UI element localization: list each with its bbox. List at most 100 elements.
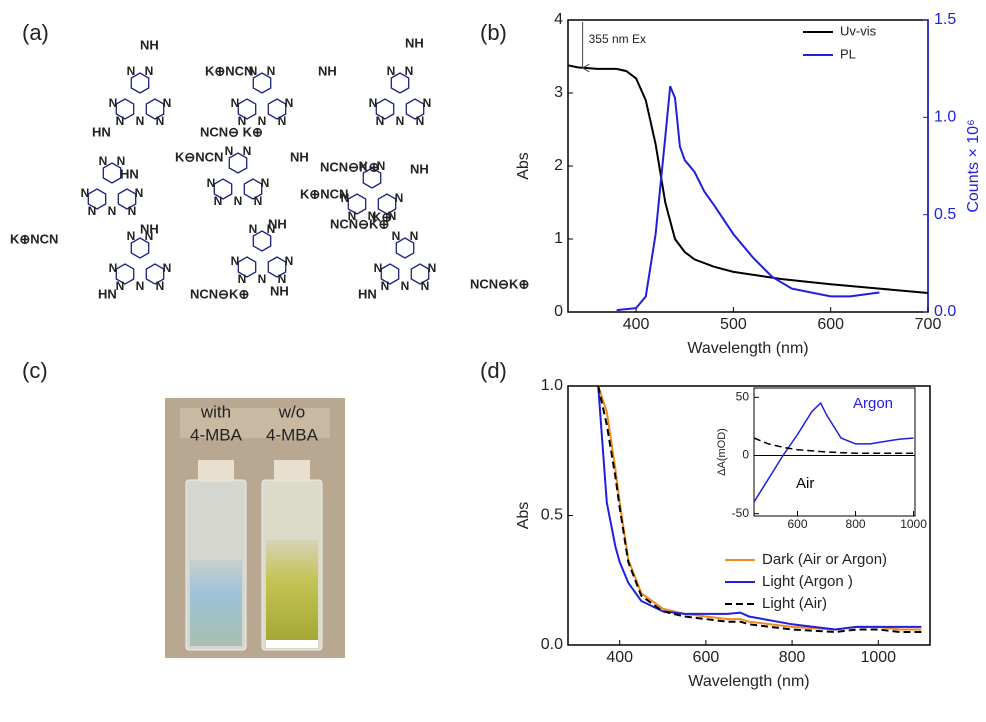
ring-atom: N (369, 96, 378, 110)
ring-atom: N (234, 194, 243, 208)
ring-atom: N (395, 191, 404, 205)
x-tick-label: 1000 (900, 517, 927, 531)
legend-label: Uv-vis (840, 23, 877, 38)
ring-atom: N (156, 279, 165, 293)
group-label: NH (140, 37, 159, 52)
ring (213, 178, 233, 200)
group-label: K⊕ (372, 209, 392, 224)
ring (243, 178, 263, 200)
ring (102, 162, 122, 184)
y-tick-label: 0 (554, 303, 563, 320)
y-tick-label: 1 (554, 230, 563, 247)
group-label: HN (358, 286, 377, 301)
ring (237, 98, 257, 120)
y-tick-label: 1.0 (541, 377, 563, 394)
ring (347, 193, 367, 215)
ring-atom: N (163, 96, 172, 110)
ring-atom: N (377, 159, 386, 173)
group-label: K⊖NCN (175, 149, 223, 164)
ring-atom: N (388, 209, 397, 223)
group-label: NH (410, 161, 429, 176)
ring-atom: N (376, 114, 385, 128)
ring (237, 256, 257, 278)
ring (380, 263, 400, 285)
liquid (266, 540, 318, 640)
group-label: K⊕NCN (205, 63, 253, 78)
ring-atom: N (410, 229, 419, 243)
ring-atom: N (401, 279, 410, 293)
ring (377, 193, 397, 215)
ring-atom: N (243, 144, 252, 158)
series-line (753, 401, 914, 503)
group-label: NH (270, 283, 289, 298)
ring-atom: N (423, 96, 432, 110)
x-tick-label: 600 (787, 517, 807, 531)
ring-atom: N (99, 154, 108, 168)
ring (145, 98, 165, 120)
ring-atom: N (285, 96, 294, 110)
y2-tick-label: 1.5 (934, 11, 956, 28)
y-tick-label: 0.0 (541, 636, 563, 653)
y-tick-label: -50 (732, 506, 750, 520)
group-label: K⊕NCN (10, 231, 58, 246)
ring-atom: N (231, 96, 240, 110)
x-tick-label: 600 (693, 649, 720, 666)
series-line (753, 437, 914, 454)
photo-label: w/o (278, 402, 305, 421)
photo: with 4-MBA w/o 4-MBA (165, 398, 345, 658)
series-label: Argon (853, 395, 893, 412)
y2-axis-label: Counts × 10⁶ (965, 119, 982, 212)
x-tick-label: 400 (606, 649, 633, 666)
group-label: HN (98, 286, 117, 301)
series-label: Air (796, 475, 814, 492)
y-axis-label: ΔA(mOD) (716, 428, 728, 476)
legend-label: Dark (Air or Argon) (762, 551, 887, 568)
legend-label: Light (Air) (762, 595, 827, 612)
group-label: NH (140, 221, 159, 236)
ring-atom: N (128, 204, 137, 218)
ring (130, 72, 150, 94)
x-axis-label: Wavelength (nm) (687, 340, 808, 357)
ring-atom: N (416, 114, 425, 128)
ring-atom: N (368, 209, 377, 223)
ring (362, 167, 382, 189)
ring-atom: N (348, 209, 357, 223)
ring-atom: N (405, 64, 414, 78)
ring-atom: N (396, 114, 405, 128)
glare (266, 640, 318, 648)
ring-atom: N (127, 229, 136, 243)
group-label: NH (268, 216, 287, 231)
ring-atom: N (381, 279, 390, 293)
ring-atom: N (249, 222, 258, 236)
ring-atom: N (359, 159, 368, 173)
ring (117, 188, 137, 210)
ring-atom: N (145, 229, 154, 243)
y-axis-label: Abs (515, 502, 532, 530)
structure: N NN NN NNN NN NN NNN NN NN NNN NN NN NNN NN NN NNN NN NN… (10, 35, 529, 301)
ring (405, 98, 425, 120)
ring-atom: N (428, 261, 437, 275)
x-tick-label: 1000 (860, 649, 896, 666)
y2-tick-label: 1.0 (934, 109, 956, 126)
annotation: 355 nm Ex (589, 32, 646, 46)
cap (198, 460, 234, 482)
y2-tick-label: 0.5 (934, 206, 956, 223)
photo-label: with (200, 402, 231, 421)
x-tick-label: 500 (720, 316, 747, 333)
ring-atom: N (116, 114, 125, 128)
ring-atom: N (163, 261, 172, 275)
cap (274, 460, 310, 482)
ring-atom: N (207, 176, 216, 190)
ring-atom: N (285, 254, 294, 268)
ring-atom: N (341, 191, 350, 205)
legend-label: Light (Argon ) (762, 573, 853, 590)
ring-atom: N (109, 261, 118, 275)
ring-atom: N (387, 64, 396, 78)
ring (145, 263, 165, 285)
ring-atom: N (117, 154, 126, 168)
group-label: NCN⊖K⊕ (190, 286, 249, 301)
x-tick-label: 400 (623, 316, 650, 333)
y-tick-label: 4 (554, 11, 563, 28)
ring-atom: N (392, 229, 401, 243)
